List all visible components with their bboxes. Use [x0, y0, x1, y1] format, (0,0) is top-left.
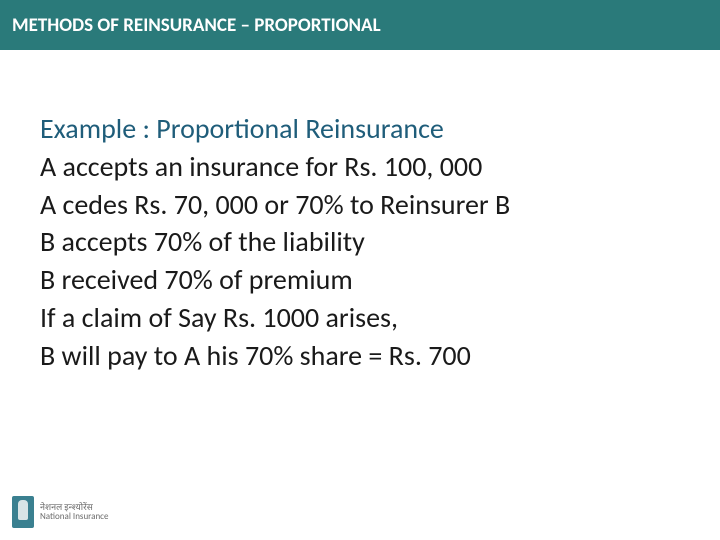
body-line-4: B received 70% of premium: [40, 261, 680, 299]
body-line-2: A cedes Rs. 70, 000 or 70% to Reinsurer …: [40, 186, 680, 224]
example-title: Example : Proportional Reinsurance: [40, 110, 680, 148]
header-bar: METHODS OF REINSURANCE – PROPORTIONAL: [0, 0, 720, 50]
logo-text: नेशनल इन्श्योरेंस National Insurance: [40, 503, 108, 521]
body-line-3: B accepts 70% of the liability: [40, 223, 680, 261]
body-line-6: B will pay to A his 70% share = Rs. 700: [40, 337, 680, 375]
body-line-5: If a claim of Say Rs. 1000 arises,: [40, 299, 680, 337]
header-title: METHODS OF REINSURANCE – PROPORTIONAL: [12, 14, 381, 37]
logo-icon: [12, 496, 34, 528]
body-line-1: A accepts an insurance for Rs. 100, 000: [40, 148, 680, 186]
footer-logo: नेशनल इन्श्योरेंस National Insurance: [12, 496, 108, 528]
content-area: Example : Proportional Reinsurance A acc…: [0, 50, 720, 375]
logo-line2: National Insurance: [40, 512, 108, 521]
